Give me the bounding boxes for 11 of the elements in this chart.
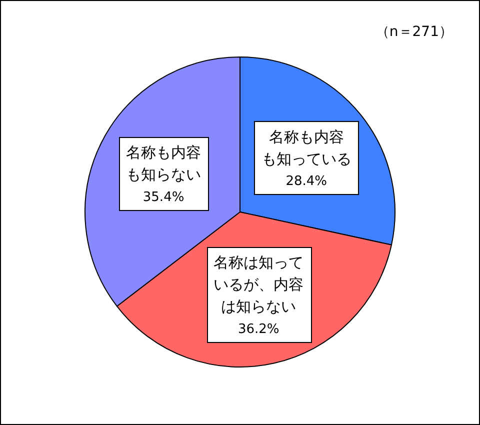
category-label: も知っている xyxy=(261,150,352,168)
value-label: 28.4% xyxy=(286,174,328,190)
annotation: （n＝271） xyxy=(375,24,453,40)
category-label: いるが、内容 xyxy=(214,276,304,294)
value-label: 35.4% xyxy=(142,190,184,205)
category-label: 名称は知って xyxy=(214,254,304,272)
category-label: は知らない xyxy=(221,298,296,316)
value-label: 36.2% xyxy=(238,322,280,337)
category-label: 名称も内容 xyxy=(268,128,344,146)
category-label: 名称も内容 xyxy=(126,144,202,162)
category-label: も知らない xyxy=(126,166,202,184)
